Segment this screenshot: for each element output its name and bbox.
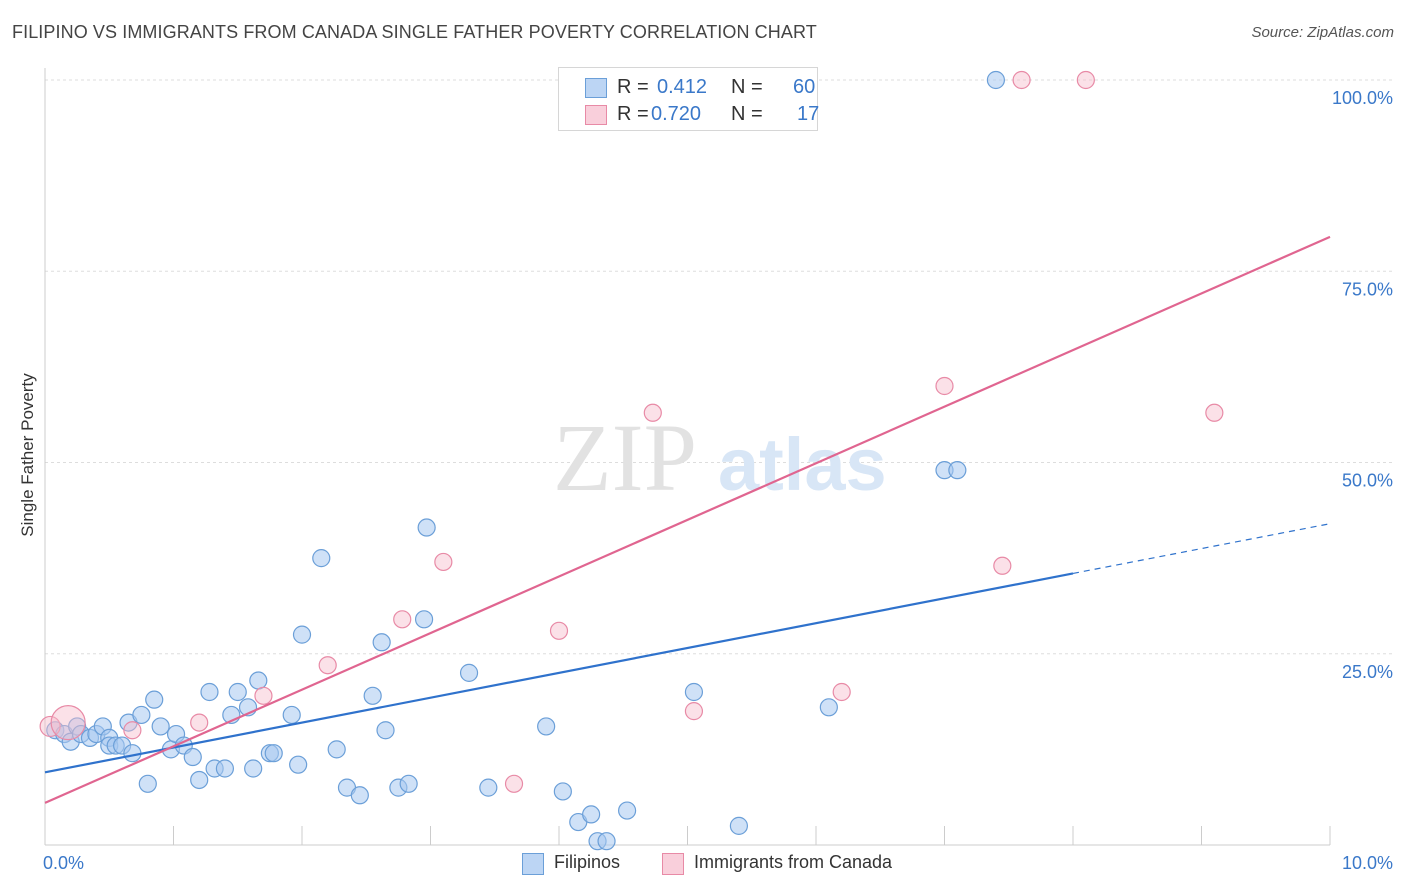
filipino-point <box>414 610 434 629</box>
filipino-point <box>312 549 331 568</box>
canada-point <box>39 715 61 738</box>
watermark-atlas: atlas <box>718 423 887 506</box>
legend-label-canada: Immigrants from Canada <box>694 852 893 872</box>
canada-point <box>549 621 569 640</box>
filipino-point <box>618 801 637 820</box>
filipino-point <box>479 778 498 797</box>
filipino-point <box>292 625 312 644</box>
filipino-point <box>132 705 151 725</box>
y-tick-label-100: 100.0% <box>1332 88 1393 108</box>
filipino-point <box>215 759 234 778</box>
x-tick-label-min: 0.0% <box>43 853 84 873</box>
filipino-point <box>417 518 436 537</box>
legend-r-value: 0.720 <box>651 103 702 125</box>
y-axis-label: Single Father Poverty <box>18 373 37 537</box>
filipino-point <box>459 663 479 682</box>
filipino-point <box>190 770 209 790</box>
legend-n-label: N = <box>731 76 763 98</box>
tick-labels: 25.0% 50.0% 75.0% 100.0% 0.0% 10.0% <box>43 88 1393 873</box>
filipino-trend-line <box>44 572 1074 774</box>
filipino-point <box>244 759 263 778</box>
legend-label-filipinos: Filipinos <box>554 852 621 872</box>
filipino-point <box>249 671 268 690</box>
canada-point <box>434 552 453 572</box>
filipino-point <box>200 682 219 702</box>
data-points <box>39 70 1224 851</box>
x-tick-label-max: 10.0% <box>1342 853 1393 873</box>
filipino-point <box>289 755 308 774</box>
canada-point <box>254 686 273 705</box>
canada-point <box>1076 70 1095 90</box>
filipino-point <box>399 774 418 793</box>
legend-r-label: R = <box>617 103 649 125</box>
filipino-point <box>684 682 704 702</box>
filipino-point <box>376 721 395 740</box>
canada-point <box>832 682 851 702</box>
correlation-legend: R = 0.412 N = 60 R = 0.720 N = 17 <box>558 67 820 131</box>
filipino-point <box>597 832 616 851</box>
canada-point <box>190 713 209 732</box>
legend-swatch-blue <box>585 78 607 98</box>
grid <box>45 79 1395 655</box>
canada-point <box>393 610 412 629</box>
canada-point <box>993 556 1012 575</box>
watermark: ZIP atlas <box>553 404 887 511</box>
canada-point <box>318 656 337 675</box>
filipino-point <box>553 782 572 801</box>
filipino-point <box>138 774 157 793</box>
filipino-point <box>264 744 283 763</box>
filipino-point <box>151 717 170 736</box>
filipino-point <box>145 690 164 709</box>
filipino-point <box>372 633 391 652</box>
canada-trend-line <box>44 235 1331 804</box>
canada-point <box>50 704 86 741</box>
filipino-point <box>986 70 1006 90</box>
canada-point <box>1012 70 1031 90</box>
filipino-point <box>350 786 369 805</box>
filipino-point <box>537 717 556 736</box>
legend-swatch-pink <box>662 853 684 875</box>
canada-point <box>935 376 954 396</box>
legend-r-label: R = <box>617 76 649 98</box>
filipino-trend-extension <box>1072 523 1331 575</box>
filipino-point <box>948 461 967 480</box>
filipino-point <box>327 740 346 759</box>
filipino-point <box>363 686 382 705</box>
canada-point <box>684 702 704 721</box>
filipino-point <box>282 705 301 725</box>
filipino-point <box>183 747 202 767</box>
legend-r-value: 0.412 <box>657 76 708 98</box>
filipino-point <box>819 698 838 717</box>
y-tick-label-50: 50.0% <box>1342 471 1393 491</box>
source-label: Source: ZipAtlas.com <box>1251 24 1394 41</box>
filipino-point <box>582 805 601 824</box>
filipino-point <box>729 816 749 835</box>
canada-point <box>504 774 524 793</box>
canada-point <box>643 403 662 422</box>
legend-n-value: 17 <box>797 103 820 125</box>
canada-point <box>123 721 142 740</box>
filipino-point <box>228 682 247 702</box>
chart-title: FILIPINO VS IMMIGRANTS FROM CANADA SINGL… <box>12 22 817 42</box>
watermark-zip: ZIP <box>553 404 697 511</box>
legend-swatch-blue <box>522 853 544 875</box>
y-tick-label-25: 25.0% <box>1342 662 1393 682</box>
legend-swatch-pink <box>585 105 607 125</box>
canada-point <box>1205 403 1224 422</box>
y-tick-label-75: 75.0% <box>1342 279 1393 299</box>
legend-n-value: 60 <box>793 76 816 98</box>
trend-lines <box>44 235 1331 804</box>
axes <box>44 68 1331 846</box>
legend-n-label: N = <box>731 103 763 125</box>
